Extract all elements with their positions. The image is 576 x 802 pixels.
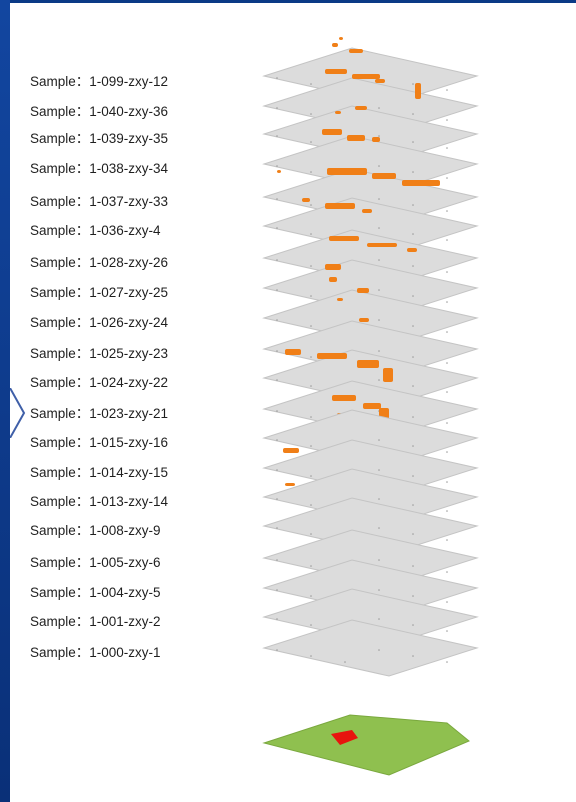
anomaly-patch (407, 248, 417, 252)
sample-label: Sample：1-004-zxy-5 (30, 585, 161, 600)
sample-label: Sample：1-008-zxy-9 (30, 523, 161, 538)
anomaly-patch (375, 79, 385, 83)
anomaly-patch (372, 137, 380, 142)
anomaly-patch (359, 318, 369, 322)
anomaly-patch (363, 403, 381, 409)
chevron-right-icon (10, 388, 26, 438)
anomaly-patch (317, 353, 347, 359)
frame-border (0, 0, 10, 802)
anomaly-patch (347, 135, 365, 141)
anomaly-patch (302, 198, 310, 202)
anomaly-patch (349, 49, 363, 53)
sample-label: Sample：1-040-zxy-36 (30, 104, 169, 119)
anomaly-patch (322, 129, 342, 135)
anomaly-patch (325, 203, 355, 209)
sample-label: Sample：1-023-zxy-21 (30, 406, 169, 421)
sample-label: Sample：1-027-zxy-25 (30, 285, 169, 300)
sample-label: Sample：1-001-zxy-2 (30, 614, 161, 629)
anomaly-patch (415, 83, 421, 99)
anomaly-patch (329, 277, 337, 282)
sample-label: Sample：1-099-zxy-12 (30, 74, 169, 89)
sample-label: Sample：1-015-zxy-16 (30, 435, 169, 450)
sample-label: Sample：1-038-zxy-34 (30, 161, 169, 176)
anomaly-patch (332, 395, 356, 401)
anomaly-patch (357, 360, 379, 368)
sample-label: Sample：1-028-zxy-26 (30, 255, 169, 270)
sample-label: Sample：1-000-zxy-1 (30, 645, 161, 660)
anomaly-patch (325, 264, 341, 270)
sample-label: Sample：1-014-zxy-15 (30, 465, 169, 480)
anomaly-patch (357, 288, 369, 293)
anomaly-patch (339, 37, 343, 40)
layer-stack-diagram (262, 37, 479, 776)
anomaly-patch (362, 209, 372, 213)
sample-label: Sample：1-024-zxy-22 (30, 375, 169, 390)
sample-label: Sample：1-026-zxy-24 (30, 315, 169, 330)
sample-label-column: Sample：1-099-zxy-12 Sample：1-040-zxy-36 Sa… (20, 3, 205, 802)
anomaly-patch (367, 243, 397, 247)
anomaly-patch (402, 180, 440, 186)
sample-label: Sample：1-005-zxy-6 (30, 555, 161, 570)
anomaly-patch (325, 69, 347, 74)
anomaly-patch (332, 43, 338, 47)
anomaly-patch (372, 173, 396, 179)
sample-label: Sample：1-037-zxy-33 (30, 194, 169, 209)
anomaly-patch (335, 111, 341, 114)
anomaly-patch (327, 168, 367, 175)
anomaly-patch (285, 483, 295, 486)
sample-label: Sample：1-036-zxy-4 (30, 223, 161, 238)
anomaly-patch (277, 170, 281, 173)
anomaly-patch (383, 368, 393, 382)
base-marker (331, 730, 358, 745)
anomaly-patch (355, 106, 367, 110)
sample-label: Sample：1-039-zxy-35 (30, 131, 169, 146)
anomaly-patch (283, 448, 299, 453)
base-layer (262, 714, 470, 776)
diagram-panel: Sample：1-099-zxy-12 Sample：1-040-zxy-36 Sa… (10, 3, 576, 802)
anomaly-patch (329, 236, 359, 241)
anomaly-patch (337, 298, 343, 301)
anomaly-patch (285, 349, 301, 355)
slice-layer (262, 619, 479, 677)
anomaly-patch (352, 74, 380, 79)
sample-label: Sample：1-013-zxy-14 (30, 494, 169, 509)
sample-label: Sample：1-025-zxy-23 (30, 346, 169, 361)
